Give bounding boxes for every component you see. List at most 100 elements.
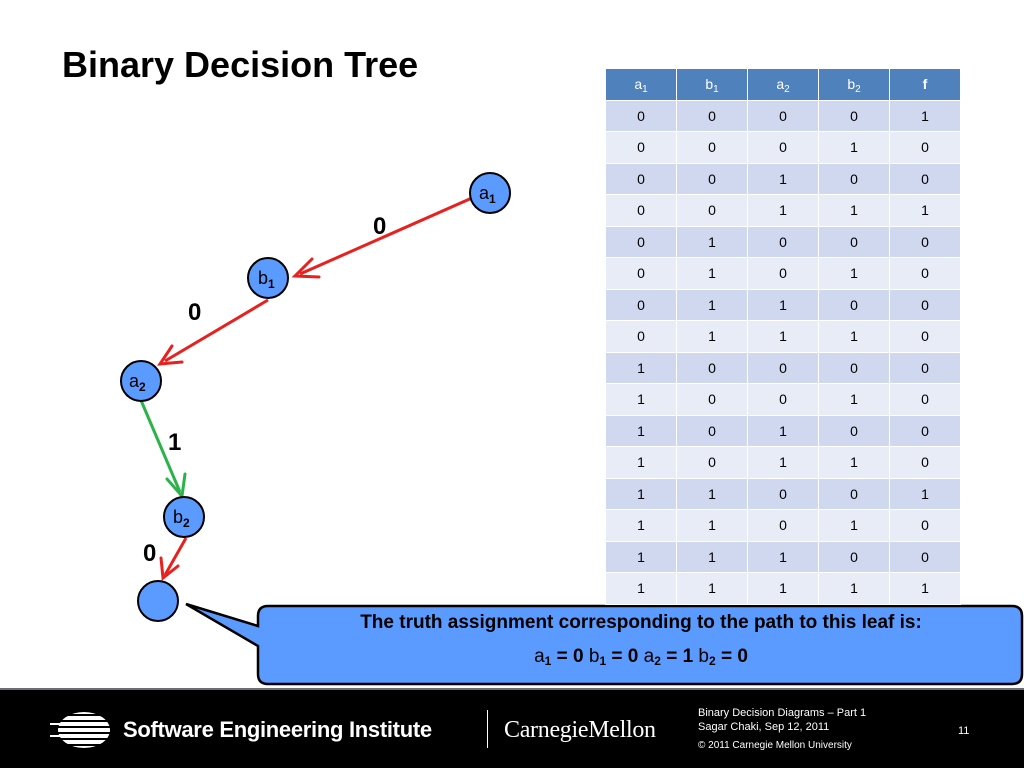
node-a2: a2 xyxy=(120,360,162,402)
table-cell: 0 xyxy=(889,320,961,353)
table-cell: 1 xyxy=(889,572,961,605)
header-a2: a2 xyxy=(747,68,819,101)
callout-assignment: a1 = 0 b1 = 0 a2 = 1 b2 = 0 xyxy=(534,646,748,668)
sei-globe-icon xyxy=(50,712,114,748)
table-cell: 1 xyxy=(747,446,819,479)
table-cell: 0 xyxy=(889,351,961,384)
svg-text:a2: a2 xyxy=(129,371,146,394)
footer-info: Binary Decision Diagrams – Part 1 Sagar … xyxy=(698,706,866,753)
table-cell: 0 xyxy=(747,257,819,290)
slide-title: Binary Decision Tree xyxy=(62,44,419,85)
table-cell: 1 xyxy=(676,540,748,573)
table-cell: 0 xyxy=(747,383,819,416)
table-cell: 0 xyxy=(889,257,961,290)
table-cell: 0 xyxy=(747,131,819,164)
table-cell: 0 xyxy=(605,131,677,164)
table-cell: 1 xyxy=(889,194,961,227)
header-b1: b1 xyxy=(676,68,748,101)
table-cell: 0 xyxy=(818,99,890,132)
truth-table-header: a1 b1 a2 b2 f xyxy=(605,68,961,101)
cmu-wordmark: CarnegieMellon xyxy=(504,717,656,743)
table-cell: 0 xyxy=(605,162,677,195)
header-a1: a1 xyxy=(605,68,677,101)
table-cell: 1 xyxy=(676,509,748,542)
deck-title: Binary Decision Diagrams – Part 1 xyxy=(698,707,867,719)
table-cell: 0 xyxy=(818,477,890,510)
table-cell: 0 xyxy=(747,351,819,384)
table-cell: 1 xyxy=(676,572,748,605)
leaf-node xyxy=(137,580,179,622)
table-cell: 0 xyxy=(676,383,748,416)
table-cell: 0 xyxy=(676,194,748,227)
table-cell: 1 xyxy=(889,99,961,132)
table-cell: 1 xyxy=(747,540,819,573)
table-cell: 0 xyxy=(889,383,961,416)
table-cell: 0 xyxy=(889,509,961,542)
table-cell: 1 xyxy=(818,572,890,605)
table-cell: 1 xyxy=(747,320,819,353)
table-cell: 1 xyxy=(605,509,677,542)
decision-tree-diagram: 0 0 1 0 a1 b1 a2 b2 xyxy=(120,172,1024,686)
table-cell: 0 xyxy=(676,99,748,132)
sei-org-name: Software Engineering Institute xyxy=(123,717,432,742)
edge-label-a1-b1: 0 xyxy=(373,213,386,240)
table-cell: 0 xyxy=(676,162,748,195)
table-cell: 1 xyxy=(747,194,819,227)
header-f: f xyxy=(889,68,961,101)
table-cell: 1 xyxy=(605,351,677,384)
table-cell: 1 xyxy=(605,383,677,416)
table-cell: 0 xyxy=(747,477,819,510)
table-cell: 1 xyxy=(889,477,961,510)
table-cell: 0 xyxy=(676,446,748,479)
edge-label-b2-leaf: 0 xyxy=(143,540,156,567)
table-cell: 1 xyxy=(747,162,819,195)
callout-heading: The truth assignment corresponding to th… xyxy=(360,612,922,633)
copyright: © 2011 Carnegie Mellon University xyxy=(698,740,852,751)
table-cell: 1 xyxy=(676,320,748,353)
author-date: Sagar Chaki, Sep 12, 2011 xyxy=(698,721,830,733)
footer-rule xyxy=(0,688,1024,690)
table-cell: 1 xyxy=(605,540,677,573)
table-cell: 1 xyxy=(605,477,677,510)
node-a1: a1 xyxy=(469,172,511,214)
svg-text:a1: a1 xyxy=(479,183,496,206)
slide-footer: Software Engineering Institute CarnegieM… xyxy=(0,688,1024,768)
table-cell: 0 xyxy=(747,509,819,542)
edge-b2-leaf xyxy=(159,537,188,581)
table-cell: 0 xyxy=(889,414,961,447)
edge-b1-a2 xyxy=(157,298,269,366)
table-cell: 0 xyxy=(889,446,961,479)
table-cell: 1 xyxy=(605,446,677,479)
table-cell: 1 xyxy=(818,131,890,164)
table-cell: 1 xyxy=(818,383,890,416)
table-cell: 0 xyxy=(605,257,677,290)
node-b1: b1 xyxy=(247,257,289,299)
table-cell: 0 xyxy=(889,225,961,258)
table-cell: 0 xyxy=(676,414,748,447)
table-cell: 1 xyxy=(818,320,890,353)
table-cell: 0 xyxy=(747,225,819,258)
svg-text:b1: b1 xyxy=(258,268,275,291)
table-cell: 0 xyxy=(605,99,677,132)
table-cell: 1 xyxy=(676,477,748,510)
table-cell: 0 xyxy=(676,351,748,384)
table-cell: 0 xyxy=(605,225,677,258)
table-cell: 0 xyxy=(747,99,819,132)
footer-divider xyxy=(487,710,488,748)
table-cell: 0 xyxy=(818,540,890,573)
table-cell: 0 xyxy=(889,540,961,573)
table-cell: 0 xyxy=(889,131,961,164)
